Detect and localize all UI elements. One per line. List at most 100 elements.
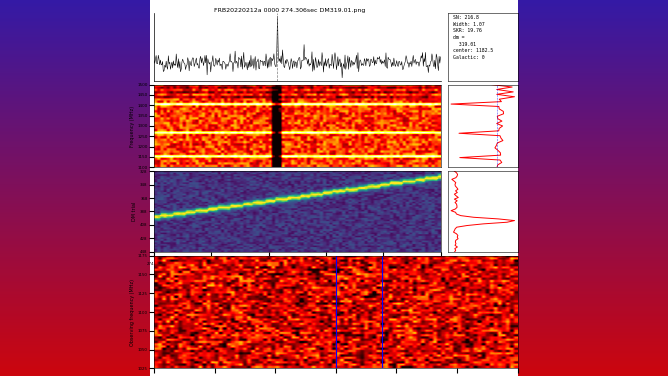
Bar bbox=[0, 308, 668, 310]
Bar bbox=[0, 68, 668, 69]
Bar bbox=[0, 248, 668, 250]
Bar bbox=[0, 173, 668, 175]
Bar bbox=[0, 31, 668, 32]
Bar bbox=[0, 129, 668, 131]
Bar bbox=[0, 82, 668, 84]
Bar bbox=[0, 97, 668, 99]
Bar bbox=[0, 50, 668, 52]
Bar bbox=[0, 240, 668, 241]
Bar bbox=[0, 319, 668, 320]
Bar bbox=[0, 193, 668, 194]
Bar bbox=[0, 178, 668, 179]
Bar bbox=[0, 99, 668, 100]
Bar bbox=[0, 338, 668, 339]
Bar bbox=[0, 201, 668, 203]
Bar bbox=[0, 353, 668, 354]
Bar bbox=[0, 324, 668, 326]
Bar bbox=[0, 311, 668, 313]
Bar bbox=[0, 169, 668, 170]
Bar bbox=[0, 115, 668, 116]
Bar bbox=[0, 131, 668, 132]
Bar bbox=[0, 207, 668, 209]
Bar bbox=[0, 321, 668, 323]
Bar bbox=[0, 364, 668, 366]
Bar bbox=[0, 264, 668, 266]
Bar bbox=[0, 122, 668, 123]
Bar bbox=[0, 172, 668, 173]
Bar bbox=[0, 3, 668, 5]
Bar bbox=[0, 160, 668, 162]
Bar bbox=[0, 16, 668, 18]
Bar bbox=[0, 348, 668, 350]
Bar bbox=[0, 345, 668, 347]
Bar bbox=[0, 277, 668, 279]
Bar bbox=[0, 176, 668, 178]
Bar bbox=[0, 146, 668, 147]
Bar bbox=[0, 213, 668, 214]
Bar bbox=[0, 19, 668, 21]
Bar bbox=[0, 116, 668, 117]
Bar bbox=[0, 209, 668, 210]
Bar bbox=[0, 256, 668, 257]
Y-axis label: Frequency (MHz): Frequency (MHz) bbox=[130, 105, 134, 147]
Bar bbox=[0, 266, 668, 267]
Bar bbox=[0, 26, 668, 28]
Bar bbox=[0, 247, 668, 248]
Bar bbox=[0, 226, 668, 227]
Bar bbox=[0, 250, 668, 251]
X-axis label: Time (sec): Time (sec) bbox=[285, 268, 310, 273]
Bar bbox=[0, 56, 668, 57]
Bar bbox=[0, 78, 668, 79]
Bar bbox=[0, 251, 668, 253]
Bar bbox=[0, 162, 668, 163]
Bar bbox=[0, 206, 668, 207]
Bar bbox=[0, 354, 668, 355]
Bar bbox=[0, 232, 668, 233]
Bar bbox=[0, 2, 668, 3]
Bar bbox=[0, 72, 668, 73]
Bar bbox=[0, 144, 668, 146]
Bar bbox=[0, 136, 668, 138]
Bar bbox=[0, 147, 668, 149]
Bar bbox=[0, 284, 668, 285]
Bar bbox=[0, 276, 668, 277]
Bar bbox=[0, 109, 668, 110]
Bar bbox=[0, 196, 668, 197]
Bar bbox=[0, 291, 668, 292]
Bar bbox=[0, 100, 668, 102]
Bar bbox=[0, 132, 668, 133]
Bar bbox=[0, 120, 668, 122]
Bar bbox=[0, 295, 668, 297]
Bar bbox=[0, 214, 668, 216]
Bar bbox=[0, 133, 668, 135]
Bar bbox=[0, 49, 668, 50]
Bar bbox=[0, 128, 668, 129]
Bar bbox=[0, 6, 668, 8]
Bar bbox=[0, 29, 668, 31]
Bar bbox=[0, 357, 668, 358]
Bar bbox=[0, 332, 668, 334]
Bar bbox=[0, 257, 668, 259]
Bar bbox=[0, 355, 668, 357]
Bar bbox=[0, 84, 668, 85]
Bar bbox=[0, 341, 668, 342]
Bar bbox=[0, 344, 668, 345]
Bar bbox=[0, 12, 668, 13]
Bar bbox=[0, 317, 668, 319]
Bar bbox=[0, 165, 668, 166]
Bar bbox=[0, 310, 668, 311]
Bar bbox=[0, 301, 668, 303]
Bar bbox=[0, 89, 668, 91]
Bar bbox=[0, 102, 668, 103]
Bar bbox=[0, 245, 668, 247]
Bar bbox=[0, 337, 668, 338]
Bar bbox=[0, 150, 668, 151]
Bar bbox=[0, 141, 668, 143]
Bar bbox=[0, 259, 668, 260]
Bar bbox=[0, 327, 668, 329]
Bar bbox=[0, 151, 668, 153]
Bar bbox=[0, 203, 668, 204]
Text: FRB20220212a 0000 274.306sec DM319.01.png: FRB20220212a 0000 274.306sec DM319.01.pn… bbox=[214, 8, 365, 12]
Bar bbox=[0, 210, 668, 211]
Bar bbox=[0, 149, 668, 150]
